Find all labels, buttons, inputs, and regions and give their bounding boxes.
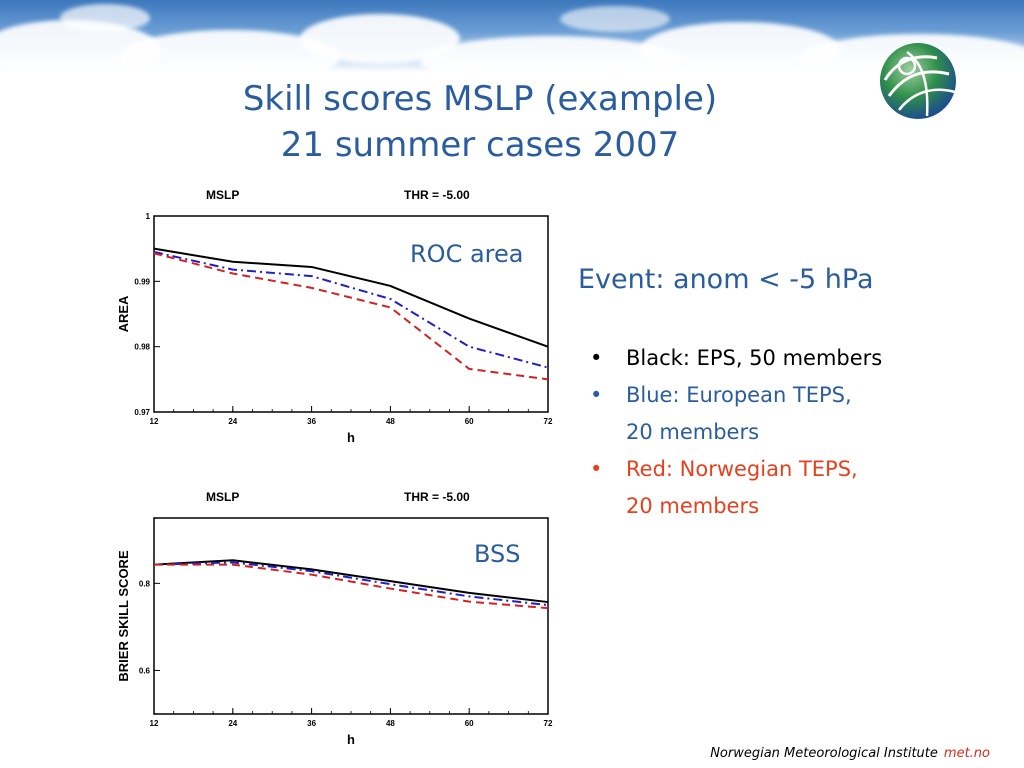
legend-bullet-item: • Black: EPS, 50 members xyxy=(590,340,882,377)
roc-area-label: ROC area xyxy=(410,240,524,268)
x-tick-label: 24 xyxy=(228,417,237,426)
x-tick-label: 72 xyxy=(544,417,553,426)
x-axis-label: h xyxy=(347,732,355,747)
legend-bullet-item: • Blue: European TEPS, 20 members xyxy=(590,377,882,451)
chart-header-left: MSLP xyxy=(206,490,239,504)
y-axis-label: AREA xyxy=(116,295,131,332)
bullet-dot-icon: • xyxy=(590,346,603,370)
x-tick-label: 60 xyxy=(465,417,474,426)
chart-header-left: MSLP xyxy=(206,188,239,202)
x-axis-label: h xyxy=(347,430,355,445)
bullet-text: Blue: European TEPS, xyxy=(626,383,852,407)
series-line-2 xyxy=(154,563,549,610)
bullet-text: Red: Norwegian TEPS, xyxy=(626,457,858,481)
x-tick-label: 48 xyxy=(386,417,395,426)
footer-brand: met.no xyxy=(943,746,990,761)
bullet-text-continued: 20 members xyxy=(626,494,760,518)
plot-frame xyxy=(153,517,549,715)
legend-bullet-item: • Red: Norwegian TEPS, 20 members xyxy=(590,451,882,525)
bss-label: BSS xyxy=(474,540,521,568)
chart-header-right: THR = -5.00 xyxy=(404,490,470,504)
bullet-dot-icon: • xyxy=(590,383,603,407)
x-tick-label: 36 xyxy=(307,719,316,728)
bss-chart: MSLP THR = -5.00 12 24 36 48 60 72 0.6 0.8 h BRIER … xyxy=(110,484,560,753)
footer-institute: Norwegian Meteorological Institute xyxy=(710,746,938,761)
y-tick-label: 1 xyxy=(146,212,151,221)
y-tick-label: 0.8 xyxy=(139,579,151,588)
bullet-text: Black: EPS, 50 members xyxy=(626,346,883,370)
bss-chart-svg: MSLP THR = -5.00 12 24 36 48 60 72 0.6 0.8 h BRIER … xyxy=(116,490,553,747)
series-line-2 xyxy=(153,252,549,381)
met-no-globe-logo-icon xyxy=(877,40,959,122)
x-tick-label: 48 xyxy=(386,719,395,728)
y-tick-label: 0.6 xyxy=(139,666,151,675)
y-tick-label: 0.98 xyxy=(134,343,150,352)
bullet-text-continued: 20 members xyxy=(626,420,760,444)
series-line-1 xyxy=(153,561,549,607)
legend-bullet-list: • Black: EPS, 50 members • Blue: European T… xyxy=(590,340,882,525)
roc-area-chart: MSLP THR = -5.00 12 24 36 48 60 72 0.97 0.98 0.99 1… xyxy=(110,182,560,451)
series-line-0 xyxy=(153,559,549,604)
x-tick-label: 24 xyxy=(228,719,237,728)
chart-header-right: THR = -5.00 xyxy=(404,188,470,202)
x-tick-label: 60 xyxy=(465,719,474,728)
x-tick-label: 12 xyxy=(150,417,159,426)
footer: Norwegian Meteorological Institute met.no xyxy=(710,746,990,761)
roc-area-chart-svg: MSLP THR = -5.00 12 24 36 48 60 72 0.97 0.98 0.99 1… xyxy=(116,188,553,445)
title-line-1: Skill scores MSLP (example) xyxy=(242,79,718,119)
x-tick-label: 36 xyxy=(307,417,316,426)
y-axis-label: BRIER SKILL SCORE xyxy=(116,550,131,682)
slide-title: Skill scores MSLP (example) 21 summer ca… xyxy=(170,76,790,168)
title-line-2: 21 summer cases 2007 xyxy=(280,125,680,165)
series-line-1 xyxy=(153,250,549,369)
sky-banner xyxy=(0,0,1024,72)
event-title: Event: anom < -5 hPa xyxy=(578,264,874,295)
y-tick-label: 0.97 xyxy=(134,408,150,417)
x-tick-label: 72 xyxy=(544,719,553,728)
x-tick-label: 12 xyxy=(150,719,159,728)
bullet-dot-icon: • xyxy=(590,457,603,481)
y-tick-label: 0.99 xyxy=(134,277,150,286)
series-line-0 xyxy=(153,247,549,348)
plot-frame xyxy=(153,215,549,413)
